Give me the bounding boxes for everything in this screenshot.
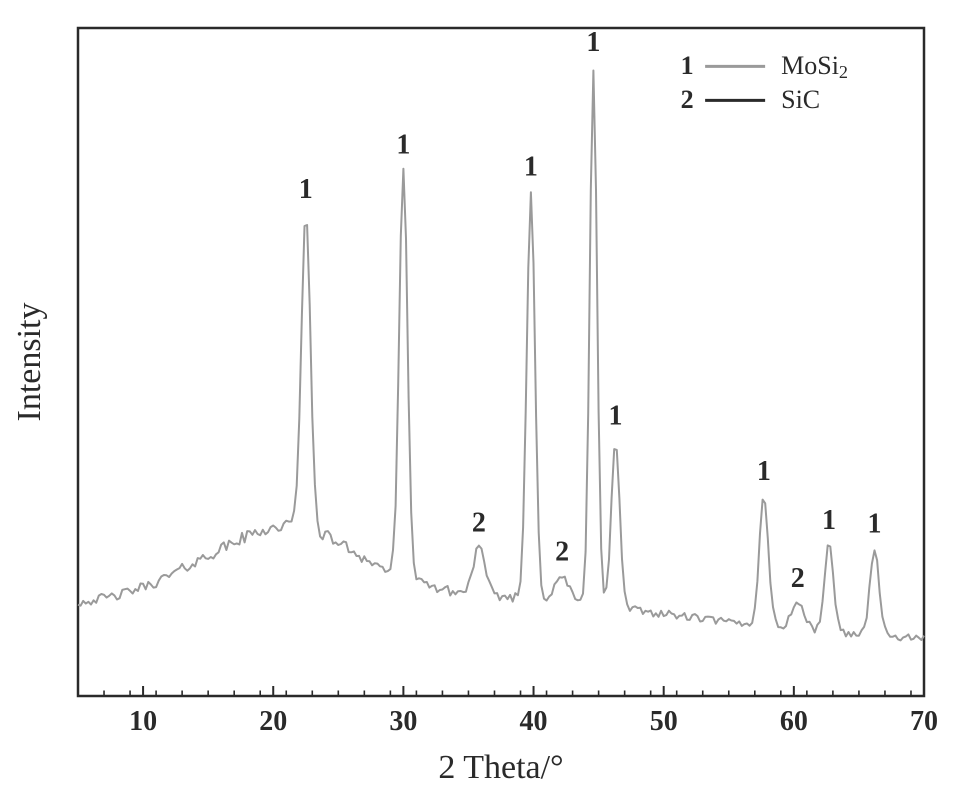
svg-text:50: 50 bbox=[650, 706, 678, 737]
svg-text:30: 30 bbox=[389, 706, 417, 737]
svg-text:60: 60 bbox=[780, 706, 808, 737]
peak-label-2: 2 bbox=[472, 508, 486, 539]
peak-label-1: 1 bbox=[586, 27, 600, 58]
legend-id: 1 bbox=[681, 51, 694, 80]
svg-text:20: 20 bbox=[259, 706, 287, 737]
legend-id: 2 bbox=[681, 85, 694, 114]
peak-label-2: 2 bbox=[555, 536, 569, 567]
peak-label-1: 1 bbox=[396, 129, 410, 160]
svg-text:10: 10 bbox=[129, 706, 157, 737]
svg-text:40: 40 bbox=[520, 706, 548, 737]
peak-label-2: 2 bbox=[791, 563, 805, 594]
peak-label-1: 1 bbox=[822, 505, 836, 536]
legend-label: SiC bbox=[781, 85, 820, 114]
svg-text:70: 70 bbox=[910, 706, 938, 737]
peak-label-1: 1 bbox=[524, 151, 538, 182]
xrd-svg: 10203040506070 11212111211 1MoSi22SiC 2 … bbox=[0, 0, 957, 793]
xrd-chart: 10203040506070 11212111211 1MoSi22SiC 2 … bbox=[0, 0, 957, 793]
x-axis-label: 2 Theta/° bbox=[438, 749, 563, 786]
peak-label-1: 1 bbox=[868, 509, 882, 540]
y-axis-label: Intensity bbox=[11, 303, 48, 422]
peak-label-1: 1 bbox=[299, 174, 313, 205]
legend-label: MoSi2 bbox=[781, 51, 848, 82]
peak-label-1: 1 bbox=[757, 456, 771, 487]
chart-background bbox=[0, 0, 957, 793]
peak-label-1: 1 bbox=[609, 401, 623, 432]
